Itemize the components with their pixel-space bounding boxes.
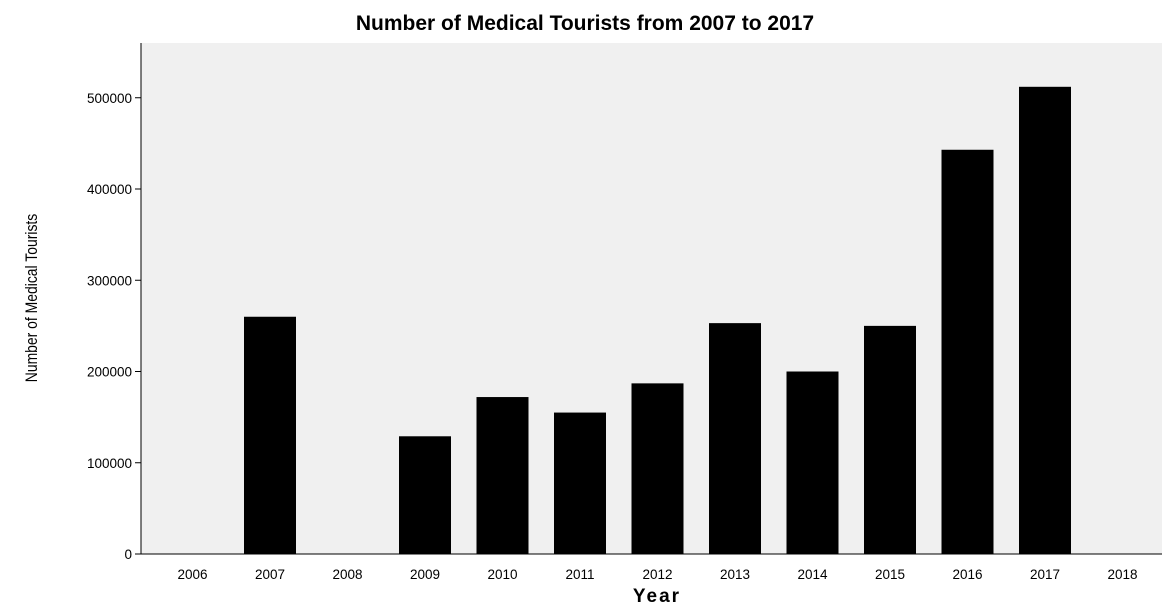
x-tick-label-2007: 2007 xyxy=(255,567,285,582)
y-tick-label-400000: 400000 xyxy=(87,182,132,197)
bar-2012 xyxy=(631,383,684,554)
x-axis-ticks: 2006 2007 2008 2009 2010 2011 2012 2013 2014 2015… xyxy=(177,567,1137,582)
x-axis-title: Year xyxy=(633,586,681,606)
x-tick-label-2009: 2009 xyxy=(410,567,440,582)
y-tick-label-0: 0 xyxy=(124,547,132,562)
bar-2013 xyxy=(709,323,761,554)
bar-2014 xyxy=(786,371,839,554)
bar-2007 xyxy=(244,316,296,554)
bar-2010 xyxy=(476,397,529,554)
x-tick-label-2011: 2011 xyxy=(565,567,594,582)
y-axis-ticks: 0 100000 200000 300000 400000 500000 xyxy=(87,91,141,562)
y-axis-title: Number of Medical Tourists xyxy=(23,214,42,383)
x-tick-label-2017: 2017 xyxy=(1030,567,1060,582)
bars-layer xyxy=(244,86,1071,555)
x-tick-label-2010: 2010 xyxy=(487,567,517,582)
bar-2017 xyxy=(1019,86,1071,555)
bar-2011 xyxy=(554,412,606,554)
x-tick-label-2008: 2008 xyxy=(332,567,362,582)
bar-2015 xyxy=(864,325,916,554)
y-tick-label-200000: 200000 xyxy=(87,365,132,380)
y-tick-label-500000: 500000 xyxy=(87,91,132,106)
x-tick-label-2018: 2018 xyxy=(1107,567,1137,582)
bar-2009 xyxy=(399,436,451,554)
x-tick-label-2012: 2012 xyxy=(642,567,672,582)
x-tick-label-2013: 2013 xyxy=(720,567,750,582)
x-tick-label-2015: 2015 xyxy=(875,567,905,582)
bar-2016 xyxy=(941,149,994,554)
y-tick-label-100000: 100000 xyxy=(87,456,132,471)
y-tick-label-300000: 300000 xyxy=(87,273,132,288)
x-tick-label-2016: 2016 xyxy=(952,567,982,582)
x-tick-label-2014: 2014 xyxy=(797,567,828,582)
chart-title: Number of Medical Tourists from 2007 to … xyxy=(356,12,814,35)
x-tick-label-2006: 2006 xyxy=(177,567,207,582)
